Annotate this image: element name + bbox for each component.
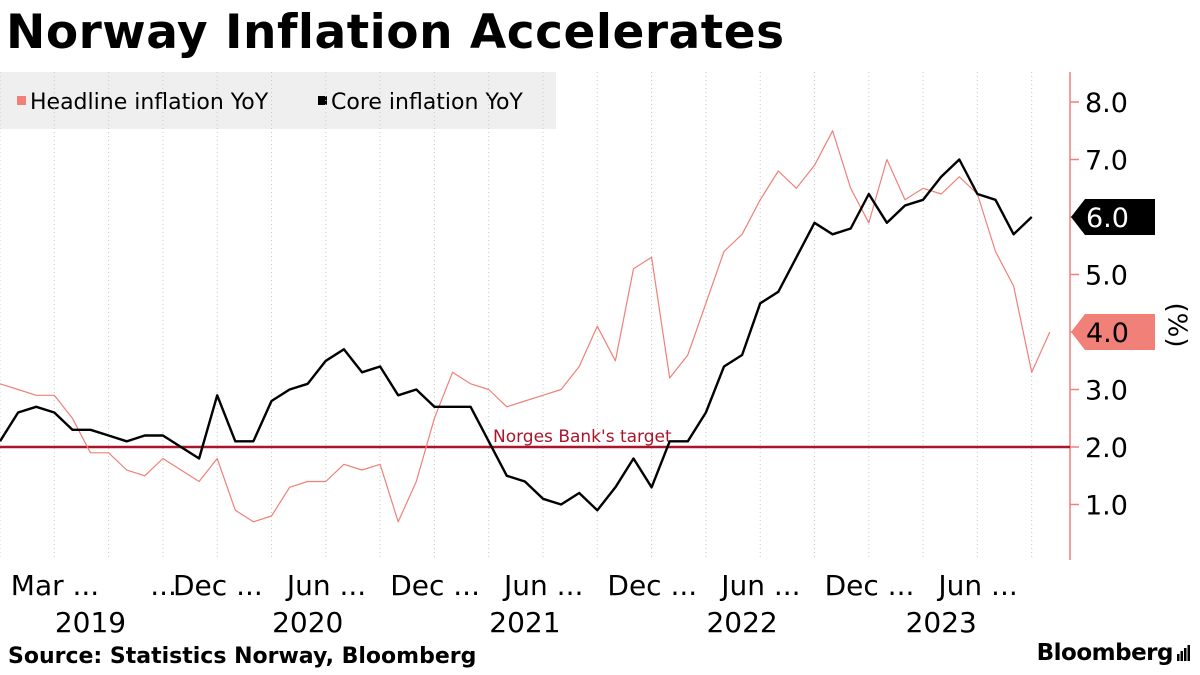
- source-note: Source: Statistics Norway, Bloomberg: [8, 644, 477, 669]
- x-tick-label: Mar ...: [11, 569, 99, 602]
- y-axis-ticks: 1.0 2.0 3.0 4.0 5.0 6.0 7.0 8.0: [1070, 88, 1128, 522]
- y-tick-label: 3.0: [1085, 376, 1128, 407]
- headline-end-value: 4.0: [1086, 318, 1129, 349]
- y-axis-label: (%): [1162, 303, 1192, 348]
- headline-end-label: 4.0: [1071, 314, 1155, 350]
- y-tick-label: 1.0: [1085, 491, 1128, 522]
- legend-label-headline[interactable]: Headline inflation YoY: [30, 90, 269, 115]
- x-tick-label: Dec ...: [607, 569, 697, 602]
- core-inflation-line[interactable]: [0, 158, 1033, 512]
- y-tick-label: 8.0: [1085, 88, 1128, 119]
- chart-title: Norway Inflation Accelerates: [6, 5, 785, 60]
- target-label: Norges Bank's target: [493, 427, 672, 447]
- x-year-label: 2021: [489, 606, 560, 639]
- x-tick-label: Jun ...: [285, 569, 366, 602]
- y-tick-label: 7.0: [1085, 146, 1128, 177]
- legend-background: [0, 72, 556, 129]
- y-tick-label: 5.0: [1085, 261, 1128, 292]
- core-end-value: 6.0: [1086, 203, 1129, 234]
- x-year-label: 2023: [906, 606, 977, 639]
- bloomberg-logo: Bloomberg: [1037, 640, 1190, 666]
- core-end-label: 6.0: [1071, 199, 1155, 235]
- x-axis-year-labels: 2019 2020 2021 2022 2023: [55, 606, 977, 639]
- x-tick-label: Jun ...: [719, 569, 800, 602]
- x-tick-label: Jun ...: [502, 569, 583, 602]
- x-year-label: 2022: [706, 606, 777, 639]
- y-tick-label: 2.0: [1085, 433, 1128, 464]
- x-tick-label: Dec ...: [390, 569, 480, 602]
- legend-swatch-headline: [17, 96, 26, 105]
- headline-inflation-line[interactable]: [0, 130, 1051, 523]
- x-year-label: 2020: [272, 606, 343, 639]
- legend-label-core[interactable]: Core inflation YoY: [331, 90, 523, 115]
- bloomberg-terminal-icon: [1177, 645, 1190, 661]
- x-tick-label: Jun ...: [936, 569, 1017, 602]
- vertical-gridlines: [0, 72, 1033, 560]
- x-tick-label: Dec ...: [173, 569, 263, 602]
- x-year-label: 2019: [55, 606, 126, 639]
- x-tick-label: ...: [150, 569, 177, 602]
- legend-swatch-core: [318, 96, 327, 105]
- brand-name: Bloomberg: [1036, 640, 1174, 666]
- x-axis-month-labels: Mar ... ...Dec ... Jun ... Dec ... Jun ... De…: [11, 569, 1018, 602]
- x-tick-label: Dec ...: [825, 569, 915, 602]
